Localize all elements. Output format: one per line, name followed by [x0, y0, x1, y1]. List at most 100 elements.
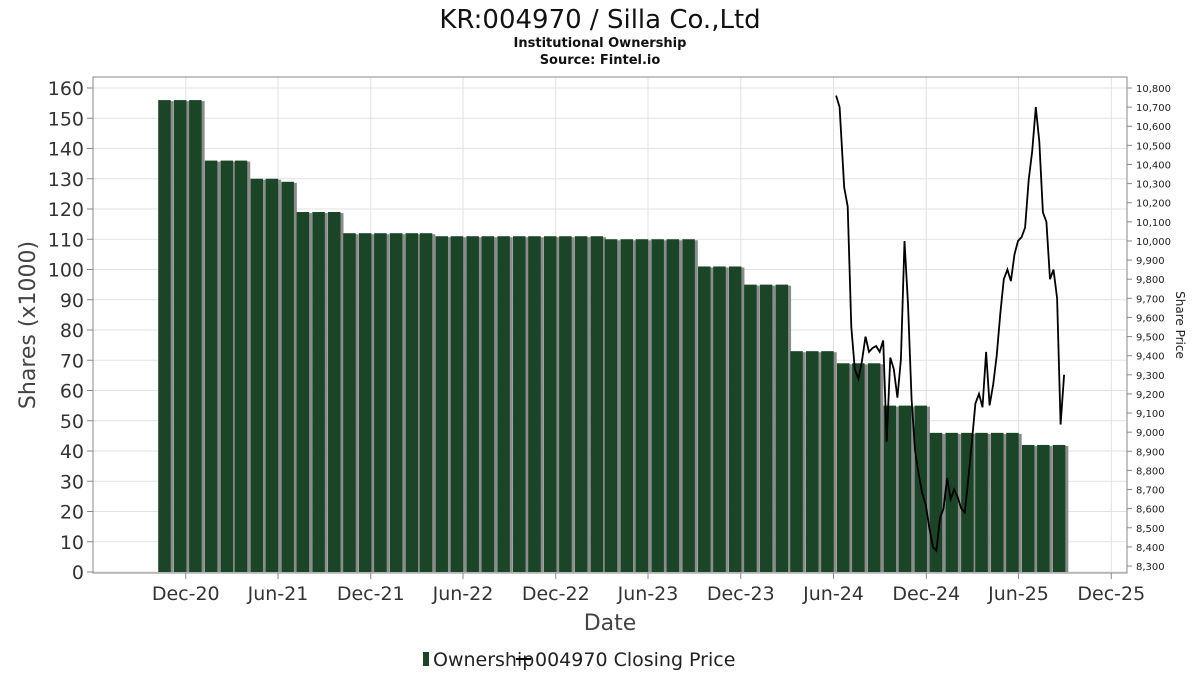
ownership-bar [513, 236, 526, 572]
ownership-bar [374, 233, 387, 572]
y2-tick-label: 9,400 [1136, 352, 1165, 363]
y2-axis-label: Share Price [1173, 291, 1187, 359]
y2-tick-label: 8,600 [1136, 505, 1165, 516]
x-tick-label: Jun-23 [617, 583, 679, 605]
ownership-bar [574, 236, 588, 572]
ownership-bar [620, 239, 633, 572]
y2-tick-label: 9,100 [1136, 409, 1165, 420]
y2-tick-label: 9,800 [1136, 275, 1165, 286]
ownership-bar [1037, 444, 1050, 572]
y-tick-label: 100 [48, 260, 84, 282]
legend-price-label: 004970 Closing Price [535, 649, 735, 671]
x-tick-label: Dec-25 [1077, 583, 1145, 605]
ownership-bar [158, 100, 171, 572]
y2-tick-label: 10,400 [1136, 160, 1171, 171]
y2-tick-label: 9,300 [1136, 371, 1165, 382]
y-tick-label: 110 [48, 229, 84, 251]
x-axis-label: Date [584, 611, 637, 636]
ownership-bar [220, 160, 234, 572]
y-tick-label: 160 [48, 78, 84, 100]
y-axis-label: Shares (x1000) [16, 241, 41, 409]
ownership-bar [961, 432, 974, 572]
ownership-bar [666, 239, 680, 572]
ownership-bar [419, 233, 433, 572]
x-tick-label: Dec-21 [337, 583, 405, 605]
y-tick-label: 70 [60, 350, 84, 372]
ownership-bar [990, 432, 1004, 572]
ownership-bar [405, 233, 419, 572]
ownership-bar [265, 178, 279, 572]
ownership-bar [929, 432, 943, 572]
ownership-bar [1052, 444, 1066, 572]
x-tick-label: Dec-20 [152, 583, 220, 605]
y-tick-label: 40 [60, 441, 84, 463]
ownership-bar [682, 239, 695, 572]
ownership-bars [158, 100, 1069, 572]
ownership-bar [790, 351, 803, 572]
y2-tick-label: 10,200 [1136, 199, 1171, 210]
ownership-bar [698, 266, 711, 572]
ownership-bar [466, 236, 479, 572]
x-tick-label: Dec-24 [892, 583, 960, 605]
ownership-bar [343, 233, 356, 572]
y-tick-label: 60 [60, 381, 84, 403]
ownership-bar [234, 160, 248, 572]
ownership-bar [281, 181, 294, 572]
ownership-bar [204, 160, 218, 572]
y2-tick-label: 10,600 [1136, 122, 1171, 133]
y2-tick-label: 9,700 [1136, 294, 1165, 305]
ownership-bar [590, 236, 604, 572]
x-tick-label: Jun-21 [247, 583, 309, 605]
ownership-bar [328, 212, 341, 572]
ownership-bar [312, 212, 325, 572]
ownership-bar [836, 363, 850, 572]
y-tick-label: 80 [60, 320, 84, 342]
ownership-bar [450, 236, 464, 572]
ownership-bar [945, 432, 958, 572]
ownership-bar [867, 363, 881, 572]
y2-tick-label: 9,200 [1136, 390, 1165, 401]
y2-tick-label: 8,900 [1136, 447, 1165, 458]
y2-tick-label: 10,300 [1136, 180, 1171, 191]
ownership-bar [358, 233, 372, 572]
ownership-bar [528, 236, 541, 572]
ownership-bar [651, 239, 664, 572]
y-tick-label: 50 [60, 411, 84, 433]
y-tick-label: 120 [48, 199, 84, 221]
chart-subtitle: Institutional Ownership [514, 36, 687, 51]
y-tick-label: 150 [48, 108, 84, 130]
x-tick-label: Jun-25 [987, 583, 1049, 605]
ownership-bar [821, 351, 834, 572]
legend-ownership-label: Ownership [433, 649, 534, 671]
ownership-bar [435, 236, 448, 572]
ownership-bar [852, 363, 865, 572]
y2-axis: 8,300 8,400 8,500 8,600 8,700 8,800 8,900 9,000… [1127, 84, 1171, 573]
ownership-bar [173, 100, 187, 572]
y-tick-label: 0 [72, 562, 84, 584]
ownership-bar [744, 284, 757, 572]
y-tick-label: 20 [60, 502, 84, 524]
ownership-bar [389, 233, 403, 572]
ownership-bar [713, 266, 726, 572]
ownership-bar [1021, 444, 1035, 572]
y-tick-label: 90 [60, 290, 84, 312]
ownership-bar [975, 432, 988, 572]
plot-area [92, 76, 1128, 574]
x-tick-label: Dec-22 [522, 583, 590, 605]
y2-tick-label: 9,900 [1136, 256, 1165, 267]
ownership-bar [481, 236, 495, 572]
y2-tick-label: 10,800 [1136, 84, 1171, 95]
y2-tick-label: 10,500 [1136, 141, 1171, 152]
ownership-bar [635, 239, 649, 572]
legend-ownership-swatch [423, 652, 429, 666]
ownership-bar [1006, 432, 1019, 572]
ownership-bar [759, 284, 773, 572]
x-tick-label: Dec-23 [707, 583, 775, 605]
y2-tick-label: 10,000 [1136, 237, 1171, 248]
y2-tick-label: 9,500 [1136, 333, 1165, 344]
y2-tick-label: 8,300 [1136, 562, 1165, 573]
ownership-bar [775, 284, 789, 572]
y-tick-label: 140 [48, 139, 84, 161]
y-tick-label: 30 [60, 471, 84, 493]
